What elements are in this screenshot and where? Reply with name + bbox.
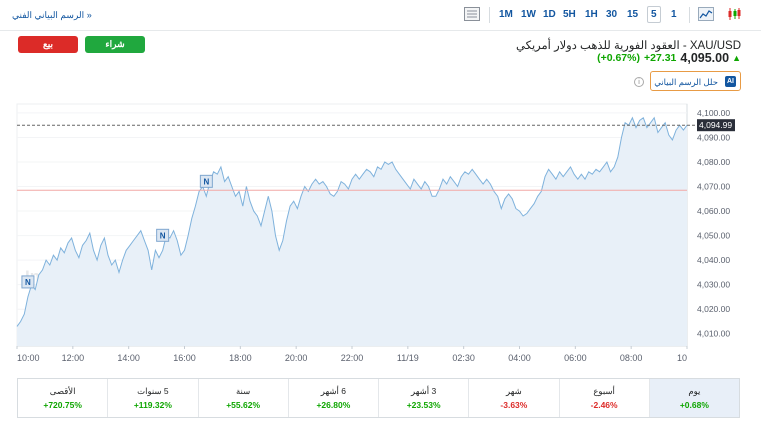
news-marker: N <box>199 174 213 188</box>
x-tick-label: 12:00 <box>62 353 85 363</box>
news-marker-bg <box>199 174 213 188</box>
x-tick-label: 14:00 <box>117 353 140 363</box>
perf-max[interactable]: الأقصى +720.75% <box>18 379 107 417</box>
x-tick-label: 06:00 <box>564 353 587 363</box>
perf-week[interactable]: أسبوع -2.46% <box>558 379 649 417</box>
x-tick-label: 11/19 <box>397 353 419 363</box>
perf-value: +720.75% <box>43 400 82 410</box>
news-marker-label: N <box>203 177 209 186</box>
last-price-badge: 4,094.99 <box>697 119 735 132</box>
perf-6-months[interactable]: 6 أشهر +26.80% <box>287 379 378 417</box>
up-arrow-icon: ▲ <box>732 53 741 63</box>
perf-value: +119.32% <box>133 400 172 410</box>
perf-label: يوم <box>688 386 701 396</box>
perf-value: +26.80% <box>316 400 351 410</box>
perf-label: الأقصى <box>49 386 76 396</box>
analyze-chart-button[interactable]: حلل الرسم البياني AI <box>650 71 741 91</box>
area-chart-icon[interactable] <box>698 7 714 21</box>
perf-value: +23.53% <box>406 400 441 410</box>
toolbar-divider <box>689 7 690 23</box>
chart-toolbar: الرسم البياني الفني » 1M 1W 1D 5H 1H 30 … <box>0 0 761 31</box>
perf-label: سنة <box>236 386 251 396</box>
timeframe-1w[interactable]: 1W <box>521 9 536 20</box>
y-tick-label: 4,010.00 <box>697 329 730 339</box>
y-axis: 4,100.00 4,090.00 4,080.00 4,070.00 4,060.00… <box>697 108 730 339</box>
perf-month[interactable]: شهر -3.63% <box>468 379 558 417</box>
news-marker-label: N <box>160 231 166 240</box>
instrument-title: XAU/USD - العقود الفورية للذهب دولار أمر… <box>516 40 741 52</box>
perf-value: +0.68% <box>679 400 709 410</box>
price-change: +27.31 <box>643 52 677 64</box>
last-price-badge-label: 4,094.99 <box>699 120 732 130</box>
price-change-percent: (+0.67%) <box>597 52 640 64</box>
timeframe-5[interactable]: 5 <box>647 6 661 23</box>
y-tick-label: 4,060.00 <box>697 206 730 216</box>
perf-3-months[interactable]: 3 أشهر +23.53% <box>378 379 468 417</box>
perf-value: -3.63% <box>500 400 528 410</box>
toolbar-divider <box>489 7 490 23</box>
sell-button[interactable]: بيع <box>18 36 78 53</box>
y-tick-label: 4,070.00 <box>697 182 730 192</box>
buy-button[interactable]: شراء <box>85 36 145 53</box>
news-marker: N <box>21 275 35 289</box>
timeframe-1m[interactable]: 1M <box>499 9 513 20</box>
timeframe-5h[interactable]: 5H <box>563 9 576 20</box>
x-tick-label: 04:00 <box>508 353 531 363</box>
y-tick-label: 4,020.00 <box>697 304 730 314</box>
table-view-icon[interactable] <box>464 7 480 21</box>
perf-year[interactable]: سنة +55.62% <box>197 379 288 417</box>
x-tick-label: 02:30 <box>452 353 475 363</box>
perf-value: -2.46% <box>590 400 618 410</box>
price-chart[interactable]: Investing.com 4,100.004,090.004,080.004,… <box>0 100 761 364</box>
x-tick-label: 10:00 <box>17 353 40 363</box>
perf-5-years[interactable]: 5 سنوات +119.32% <box>107 379 197 417</box>
y-tick-label: 4,050.00 <box>697 231 730 241</box>
analyze-chart-label: حلل الرسم البياني <box>654 77 718 87</box>
x-tick-label: 20:00 <box>285 353 308 363</box>
news-marker: N <box>156 228 170 242</box>
performance-strip: يوم +0.68% أسبوع -2.46% شهر -3.63% 3 أشه… <box>17 378 740 418</box>
perf-label: 3 أشهر <box>411 386 437 396</box>
y-tick-label: 4,090.00 <box>697 132 730 142</box>
timeframe-1[interactable]: 1 <box>671 9 677 20</box>
technical-chart-link[interactable]: الرسم البياني الفني » <box>12 10 92 20</box>
x-axis: 10:00 12:00 14:00 16:00 18:00 20:00 22:00 11/19… <box>16 346 688 363</box>
ai-badge-icon: AI <box>725 76 736 87</box>
perf-label: أسبوع <box>593 386 615 396</box>
last-price: 4,095.00 <box>680 51 730 65</box>
news-marker-bg <box>156 228 170 242</box>
candlestick-chart-icon[interactable] <box>726 7 742 21</box>
x-tick-label: 16:00 <box>173 353 196 363</box>
news-marker-label: N <box>25 278 31 287</box>
y-tick-label: 4,040.00 <box>697 255 730 265</box>
price-line <box>16 116 688 327</box>
info-icon[interactable]: i <box>634 77 644 87</box>
timeframe-1d[interactable]: 1D <box>543 9 556 20</box>
perf-label: 5 سنوات <box>137 386 169 396</box>
x-tick-label: 08:00 <box>620 353 643 363</box>
price-area-fill <box>17 117 687 346</box>
x-tick-label: 10 <box>677 353 687 363</box>
y-tick-label: 4,100.00 <box>697 108 730 118</box>
perf-label: 6 أشهر <box>320 386 346 396</box>
perf-label: شهر <box>506 386 522 396</box>
y-tick-label: 4,080.00 <box>697 157 730 167</box>
event-markers: N N N <box>21 174 213 289</box>
last-price-badge-bg <box>697 119 735 132</box>
timeframe-15[interactable]: 15 <box>627 9 639 20</box>
news-marker-bg <box>21 275 35 289</box>
timeframe-30[interactable]: 30 <box>606 9 618 20</box>
perf-day[interactable]: يوم +0.68% <box>648 379 739 417</box>
y-tick-label: 4,030.00 <box>697 280 730 290</box>
x-tick-label: 22:00 <box>341 353 364 363</box>
timeframe-1h[interactable]: 1H <box>585 9 598 20</box>
price-row: (+0.67%) +27.31 4,095.00 ▲ <box>597 51 741 65</box>
perf-value: +55.62% <box>226 400 261 410</box>
x-tick-label: 18:00 <box>229 353 252 363</box>
